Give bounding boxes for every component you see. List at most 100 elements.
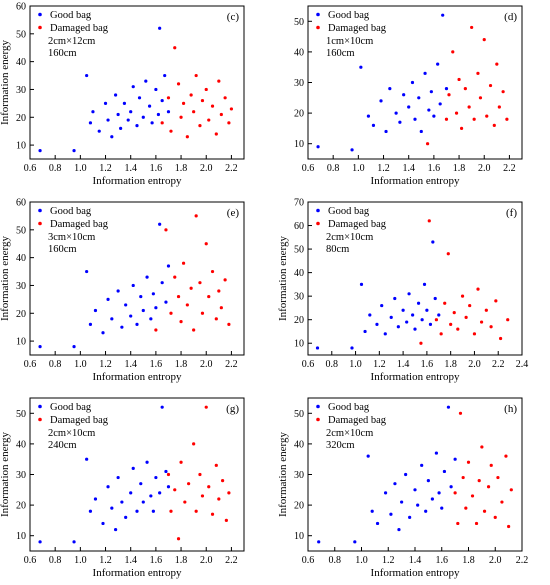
data-point: [210, 512, 215, 516]
data-point: [423, 71, 427, 75]
data-point: [485, 114, 489, 118]
data-point: [227, 121, 231, 125]
data-point: [432, 114, 436, 118]
data-point: [438, 102, 442, 106]
data-point: [419, 129, 423, 134]
data-point: [38, 540, 42, 544]
data-point: [114, 93, 118, 97]
data-point: [85, 269, 89, 274]
x-tick-label: 2.2: [225, 359, 238, 370]
data-point: [187, 482, 191, 486]
data-point: [477, 479, 481, 483]
data-point: [442, 469, 447, 474]
data-point: [366, 114, 371, 118]
data-point: [179, 115, 183, 119]
data-point: [166, 110, 171, 114]
x-tick-label: 1.2: [99, 359, 112, 370]
data-point: [359, 65, 363, 69]
data-point: [408, 515, 412, 519]
panel-annotation: 2cm×10cm: [48, 428, 95, 439]
data-point: [154, 87, 158, 92]
x-tick-label: 1.6: [150, 555, 163, 566]
panel-label: (d): [504, 11, 517, 23]
legend-entry: Good bag: [328, 206, 370, 217]
data-point: [185, 135, 189, 139]
x-axis-label: Information entropy: [93, 371, 182, 383]
data-point: [400, 500, 404, 504]
data-point: [176, 537, 181, 541]
data-point: [440, 506, 444, 510]
data-point: [449, 485, 453, 489]
data-point: [219, 112, 223, 117]
data-point: [315, 346, 320, 350]
data-point: [363, 329, 367, 334]
panel-annotation: 2cm×10cm: [326, 232, 373, 243]
data-point: [396, 325, 400, 329]
x-tick-label: 0.8: [49, 359, 62, 370]
x-tick-label: 1.8: [453, 163, 466, 174]
x-tick-label: 1.8: [175, 163, 188, 174]
panel-annotation: 1cm×10cm: [326, 36, 373, 47]
data-point: [85, 73, 89, 78]
data-point: [439, 332, 443, 336]
data-point: [139, 294, 143, 299]
data-point: [375, 521, 380, 526]
panel-label: (g): [226, 403, 239, 415]
data-point: [452, 311, 456, 315]
data-point: [91, 110, 95, 114]
y-tick-label: 40: [16, 253, 26, 264]
x-tick-label: 1.8: [175, 359, 188, 370]
data-point: [463, 87, 467, 91]
x-tick-label: 1.0: [355, 555, 368, 566]
data-point: [198, 281, 202, 285]
data-point: [164, 228, 168, 232]
y-tick-label: 10: [16, 337, 26, 348]
y-tick-label: 20: [16, 113, 26, 124]
x-tick-label: 1.4: [124, 359, 137, 370]
legend-marker: [316, 221, 320, 226]
x-tick-label: 1.8: [444, 359, 457, 370]
x-tick-label: 0.6: [24, 555, 37, 566]
x-tick-label: 2.2: [492, 359, 505, 370]
data-point: [164, 469, 168, 474]
data-point: [405, 320, 409, 324]
data-point: [505, 117, 509, 121]
data-point: [437, 491, 441, 495]
x-tick-label: 1.6: [428, 163, 441, 174]
data-point: [413, 488, 417, 492]
data-point: [476, 71, 480, 75]
data-point: [464, 506, 468, 510]
x-tick-label: 1.2: [373, 359, 386, 370]
data-point: [120, 325, 124, 329]
data-point: [181, 261, 186, 265]
y-tick-label: 20: [16, 501, 26, 512]
data-point: [131, 466, 135, 470]
data-point: [189, 93, 193, 97]
data-point: [401, 308, 405, 312]
data-point: [207, 294, 211, 299]
data-point: [407, 105, 411, 109]
data-point: [207, 118, 211, 122]
data-point: [430, 497, 434, 501]
x-tick-label: 1.4: [124, 163, 137, 174]
data-point: [380, 303, 384, 308]
x-axis-label: Information entropy: [371, 567, 460, 579]
data-point: [72, 149, 76, 153]
data-point: [106, 297, 110, 301]
data-point: [467, 105, 471, 109]
data-point: [122, 101, 127, 105]
data-point: [145, 275, 149, 279]
data-point: [353, 540, 357, 544]
data-point: [446, 252, 450, 256]
data-point: [379, 99, 383, 103]
data-point: [88, 121, 93, 125]
data-point: [227, 491, 231, 495]
data-point: [460, 294, 465, 298]
data-point: [93, 497, 98, 501]
legend-marker: [316, 12, 320, 17]
data-point: [317, 540, 321, 544]
panel-annotation: 160cm: [48, 244, 77, 255]
legend-marker: [316, 417, 320, 422]
data-point: [185, 303, 189, 307]
x-tick-label: 1.0: [74, 163, 87, 174]
